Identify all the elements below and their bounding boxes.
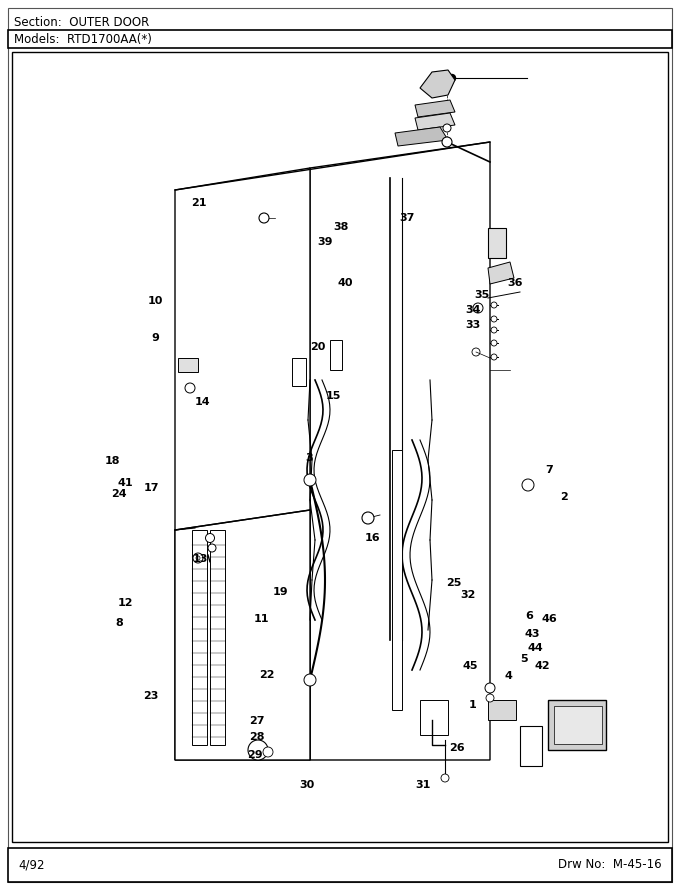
Text: 42: 42 <box>535 660 550 671</box>
Bar <box>392 450 402 710</box>
Circle shape <box>486 694 494 702</box>
Circle shape <box>205 533 214 543</box>
Text: 32: 32 <box>460 589 475 600</box>
Text: 33: 33 <box>465 320 480 330</box>
Bar <box>420 700 448 735</box>
Text: 4/92: 4/92 <box>18 859 44 871</box>
Text: 28: 28 <box>250 732 265 742</box>
Text: 7: 7 <box>545 465 554 475</box>
Text: 2: 2 <box>560 491 568 502</box>
Bar <box>520 726 542 766</box>
Bar <box>554 706 602 744</box>
Text: 27: 27 <box>250 716 265 726</box>
Text: 9: 9 <box>151 333 159 344</box>
Bar <box>8 848 672 882</box>
Circle shape <box>362 512 374 524</box>
Circle shape <box>443 124 451 132</box>
Circle shape <box>485 683 495 693</box>
Polygon shape <box>420 70 455 98</box>
Text: 30: 30 <box>300 780 315 790</box>
Text: 4: 4 <box>505 671 513 682</box>
Text: 8: 8 <box>115 618 123 628</box>
Bar <box>178 358 198 372</box>
Text: 3: 3 <box>305 453 313 464</box>
Polygon shape <box>175 168 310 760</box>
Text: 39: 39 <box>318 237 333 247</box>
Text: 18: 18 <box>105 456 120 466</box>
Text: 31: 31 <box>415 780 430 790</box>
Text: 10: 10 <box>148 295 163 306</box>
Circle shape <box>185 383 195 393</box>
Text: 20: 20 <box>311 342 326 352</box>
Text: 24: 24 <box>112 489 126 499</box>
Circle shape <box>263 747 273 757</box>
Text: 34: 34 <box>465 304 480 315</box>
Text: 46: 46 <box>541 613 558 624</box>
Polygon shape <box>395 127 448 146</box>
Text: 29: 29 <box>248 749 262 760</box>
Text: 11: 11 <box>254 613 269 624</box>
Bar <box>192 530 207 745</box>
Text: 36: 36 <box>508 278 523 288</box>
Text: 16: 16 <box>365 533 380 544</box>
Text: 17: 17 <box>143 482 158 493</box>
Text: Section:  OUTER DOOR: Section: OUTER DOOR <box>14 15 149 28</box>
Text: 6: 6 <box>525 611 533 621</box>
Circle shape <box>304 474 316 486</box>
Text: 23: 23 <box>143 691 158 701</box>
Text: 43: 43 <box>524 628 539 639</box>
Text: 1: 1 <box>469 700 477 710</box>
Polygon shape <box>175 510 310 760</box>
Text: 38: 38 <box>334 222 349 232</box>
Bar <box>488 700 516 720</box>
Circle shape <box>491 316 497 322</box>
Circle shape <box>473 303 483 313</box>
Text: Models:  RTD1700AA(*): Models: RTD1700AA(*) <box>14 33 152 45</box>
Circle shape <box>441 774 449 782</box>
Text: Drw No:  M-45-16: Drw No: M-45-16 <box>558 859 662 871</box>
Bar <box>488 228 506 258</box>
Text: 40: 40 <box>338 278 353 288</box>
Bar <box>12 52 668 842</box>
Text: 22: 22 <box>259 669 274 680</box>
Text: 37: 37 <box>399 213 414 223</box>
Text: 35: 35 <box>474 290 489 301</box>
Text: 44: 44 <box>528 643 544 653</box>
Polygon shape <box>310 142 490 760</box>
Text: 5: 5 <box>520 653 528 664</box>
Text: 21: 21 <box>191 198 206 208</box>
Polygon shape <box>415 113 455 130</box>
Circle shape <box>491 354 497 360</box>
Text: 41: 41 <box>118 478 133 489</box>
Polygon shape <box>415 100 455 117</box>
Circle shape <box>491 340 497 346</box>
Circle shape <box>248 740 268 760</box>
Bar <box>548 700 606 750</box>
Text: 25: 25 <box>447 578 462 588</box>
Circle shape <box>193 553 203 563</box>
Text: 15: 15 <box>326 391 341 401</box>
Circle shape <box>259 213 269 223</box>
Bar <box>330 340 342 370</box>
Text: 45: 45 <box>463 660 478 671</box>
Polygon shape <box>488 262 514 284</box>
Text: 26: 26 <box>449 742 464 753</box>
Bar <box>210 530 225 745</box>
Circle shape <box>196 556 200 560</box>
Circle shape <box>449 75 456 82</box>
Text: 13: 13 <box>193 554 208 564</box>
Circle shape <box>208 544 216 552</box>
Circle shape <box>522 479 534 491</box>
Text: 14: 14 <box>195 397 210 408</box>
Text: 12: 12 <box>118 598 133 609</box>
Bar <box>292 358 306 386</box>
Circle shape <box>442 137 452 147</box>
Circle shape <box>491 302 497 308</box>
Circle shape <box>491 327 497 333</box>
Text: 19: 19 <box>273 587 288 597</box>
Circle shape <box>304 674 316 686</box>
Circle shape <box>472 348 480 356</box>
Bar <box>8 30 672 48</box>
